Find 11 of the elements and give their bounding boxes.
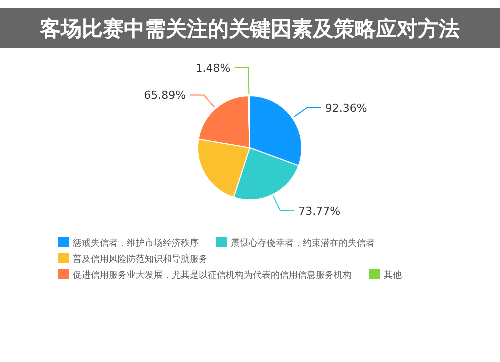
legend-label: 促进信用服务业大发展，尤其是以征信机构为代表的信用信息服务机构 (73, 270, 352, 281)
data-label: 65.89% (144, 89, 186, 102)
data-label: 92.36% (325, 102, 368, 115)
legend-label: 普及信用风险防范知识和导航服务 (73, 254, 208, 265)
chart-title: 客场比赛中需关注的关键因素及策略应对方法 (39, 17, 460, 41)
title: 客场比赛中需关注的关键因素及策略应对方法 (0, 8, 500, 48)
legend-label: 震慑心存侥幸者，约束潜在的失信者 (231, 238, 375, 249)
data-label: 73.77% (298, 204, 341, 218)
data-label: 1.48% (196, 62, 231, 76)
legend-label: 惩戒失信者，维护市场经济秩序 (72, 238, 199, 249)
legend-label: 其他 (384, 270, 402, 281)
